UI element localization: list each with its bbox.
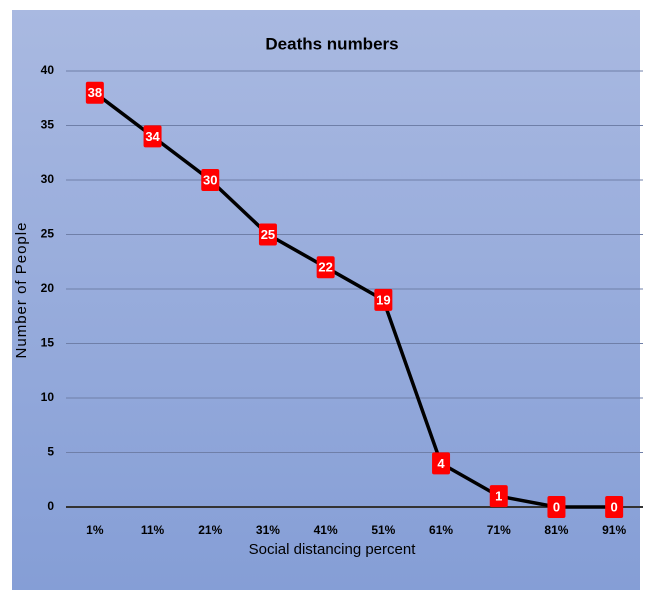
data-label: 4: [437, 456, 445, 471]
x-tick-label: 11%: [141, 523, 165, 537]
y-tick-label: 0: [47, 499, 54, 513]
data-label-box: [85, 81, 104, 104]
data-label-box: [374, 288, 393, 311]
data-label: 1: [495, 489, 502, 504]
y-tick-label: 10: [41, 390, 55, 404]
chart-background: [12, 10, 640, 590]
data-label: 22: [318, 260, 332, 275]
data-line: [93, 91, 615, 509]
x-axis-label: Social distancing percent: [249, 541, 417, 558]
data-label-box: [143, 125, 162, 148]
data-label-box: [489, 485, 508, 508]
x-tick-label: 1%: [86, 523, 104, 537]
data-label-box: [201, 169, 220, 191]
data-label-box: [547, 496, 566, 518]
data-label: 38: [88, 85, 102, 100]
data-label: 34: [145, 129, 160, 144]
data-label: 0: [553, 499, 560, 514]
y-tick-label: 20: [41, 281, 55, 295]
x-tick-label: 81%: [544, 523, 568, 537]
x-tick-label: 31%: [256, 523, 280, 537]
y-axis-label: Number of People: [13, 222, 30, 359]
x-tick-label: 51%: [371, 523, 395, 537]
y-tick-label: 5: [47, 445, 54, 459]
data-label: 25: [261, 227, 275, 242]
data-label-box: [258, 223, 277, 246]
data-label: 19: [376, 292, 390, 307]
x-tick-label: 71%: [487, 523, 511, 537]
data-label-box: [432, 452, 451, 475]
chart-title: Deaths numbers: [265, 34, 398, 53]
x-tick-label: 91%: [602, 523, 626, 537]
x-tick-label: 21%: [198, 523, 222, 537]
y-tick-label: 40: [41, 63, 55, 77]
y-tick-label: 30: [41, 172, 55, 186]
data-label-box: [605, 496, 624, 518]
data-label: 30: [203, 172, 217, 187]
data-label-box: [316, 256, 335, 279]
x-tick-label: 41%: [314, 523, 338, 537]
y-tick-label: 15: [41, 336, 55, 350]
data-label: 0: [611, 499, 618, 514]
y-tick-label: 35: [41, 118, 55, 132]
x-tick-label: 61%: [429, 523, 453, 537]
y-tick-label: 25: [41, 227, 55, 241]
